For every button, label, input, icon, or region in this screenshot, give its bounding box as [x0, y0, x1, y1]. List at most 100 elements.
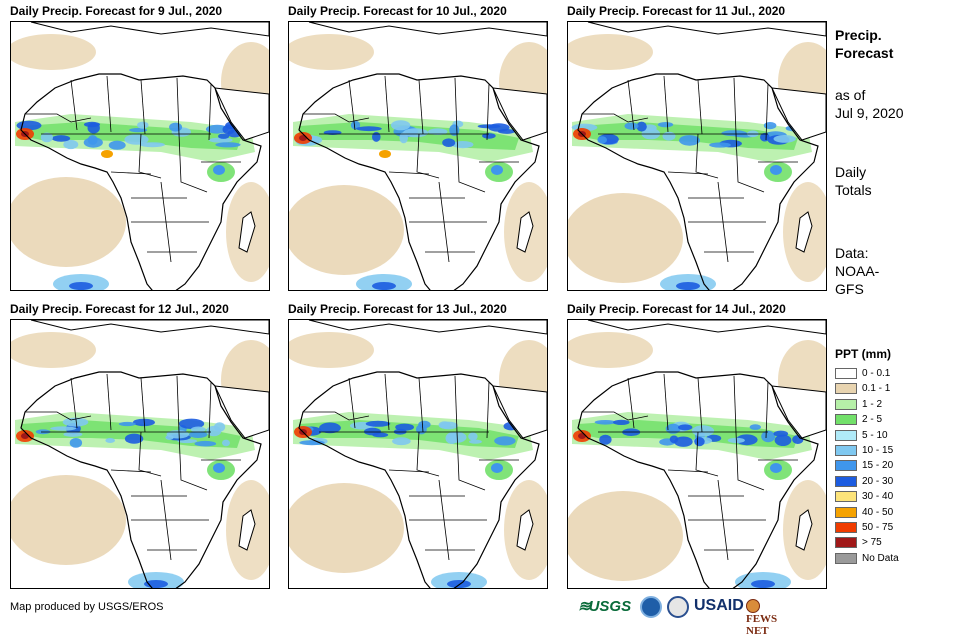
europe-coast [587, 320, 826, 335]
rain-cell [761, 430, 776, 443]
legend-swatch [835, 429, 857, 441]
legend-label: No Data [862, 552, 899, 564]
legend-swatch [835, 491, 857, 503]
europe-coast [30, 320, 269, 335]
light-rain-area [11, 177, 126, 267]
sidebar-title-line2: Forecast [835, 45, 894, 61]
rain-cell [760, 132, 770, 142]
country-border [106, 373, 112, 431]
usgs-logo: ≋USGS [578, 598, 632, 615]
rain-cell [69, 438, 83, 448]
rain-cell [87, 135, 98, 145]
rain-cell [63, 139, 79, 150]
madagascar [795, 509, 813, 551]
panel-title: Daily Precip. Forecast for 9 Jul., 2020 [10, 4, 223, 18]
legend-label: 20 - 30 [862, 475, 894, 487]
madagascar [238, 211, 256, 253]
madagascar [238, 509, 256, 551]
legend-swatch [835, 460, 857, 472]
coastline [577, 73, 819, 290]
legend-swatch [835, 475, 857, 487]
rain-cell [365, 420, 391, 427]
usaid-logo: USAID [694, 597, 744, 614]
rain-cell [215, 142, 241, 148]
rain-cell [87, 122, 100, 134]
country-border [416, 431, 440, 477]
light-rain-area [568, 332, 653, 368]
light-rain-area [568, 34, 653, 70]
country-border [160, 479, 172, 561]
rain-cell [488, 123, 510, 132]
madagascar [516, 211, 534, 253]
heavy-rain-cell [578, 433, 586, 439]
rain-cell [468, 432, 478, 441]
africa-precip-map [567, 319, 827, 589]
legend-title: PPT (mm) [835, 347, 892, 361]
storm-system [144, 580, 168, 588]
country-border [176, 77, 180, 135]
legend-label: 2 - 5 [862, 414, 883, 426]
rain-cell [188, 431, 208, 438]
country-border [303, 113, 370, 123]
rain-cell [678, 424, 693, 431]
as-of-date: as of Jul 9, 2020 [835, 86, 904, 122]
rain-cell [749, 424, 761, 430]
rain-cell [773, 135, 796, 143]
light-rain-area [289, 185, 404, 275]
europe-coast [587, 22, 826, 37]
country-border [106, 75, 112, 133]
map-credit: Map produced by USGS/EROS [10, 601, 164, 613]
rain-cell [205, 124, 229, 134]
rain-cell [679, 135, 700, 146]
country-border [717, 181, 729, 263]
light-rain-area [11, 332, 96, 368]
legend-swatch [835, 445, 857, 456]
coastline [20, 371, 262, 588]
legend-label: 40 - 50 [862, 506, 894, 518]
country-border [735, 431, 765, 491]
rain-cell [709, 142, 731, 148]
legend-swatch [835, 552, 857, 564]
arabian-peninsula [771, 385, 826, 439]
rain-cell [124, 433, 144, 444]
country-border [456, 133, 486, 193]
light-rain-area [289, 34, 374, 70]
rain-cell [469, 439, 482, 444]
country-border [695, 431, 719, 477]
africa-precip-map [10, 21, 270, 291]
country-border [140, 79, 146, 135]
storm-system [69, 282, 93, 290]
light-rain-area [568, 491, 683, 581]
country-border [663, 75, 669, 133]
light-rain-area [289, 483, 404, 573]
rain-cell [129, 128, 148, 133]
rain-cell [218, 133, 230, 139]
totals-line2: Totals [835, 182, 872, 198]
country-border [25, 411, 92, 421]
rain-cell [594, 420, 616, 425]
rain-cell [438, 421, 451, 429]
legend-swatch [835, 522, 857, 533]
country-border [663, 373, 669, 431]
country-border [454, 77, 458, 135]
country-border [697, 377, 703, 433]
coastline [20, 73, 262, 290]
country-border [140, 377, 146, 433]
storm-system [372, 282, 396, 290]
country-border [627, 79, 635, 131]
fewsnet-globe-icon [746, 599, 760, 613]
light-rain-area [568, 193, 683, 283]
legend-label: 0.1 - 1 [862, 383, 891, 395]
rain-cell [52, 135, 71, 142]
rain-cell [403, 128, 429, 138]
country-border [765, 381, 769, 439]
rain-cell [372, 432, 389, 438]
country-border [138, 133, 162, 179]
country-border [667, 171, 709, 175]
data-source-line3: GFS [835, 281, 864, 297]
arabian-peninsula [492, 385, 547, 439]
rain-cell [792, 435, 804, 444]
country-border [176, 375, 180, 433]
legend-swatch [835, 368, 857, 379]
rain-cell [442, 138, 456, 147]
